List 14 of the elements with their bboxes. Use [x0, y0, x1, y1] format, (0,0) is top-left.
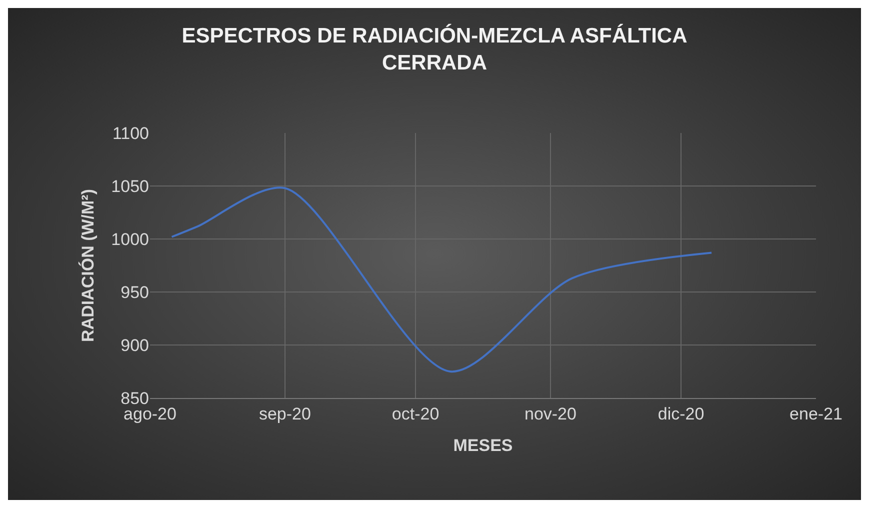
y-tick-label: 1000 — [111, 230, 149, 249]
x-tick-label: nov-20 — [524, 404, 576, 424]
y-tick-label: 900 — [120, 336, 149, 355]
y-tick-label: 1050 — [111, 176, 149, 196]
y-tick-label: 950 — [120, 282, 149, 302]
x-tick-label: sep-20 — [258, 404, 311, 424]
line-series — [170, 186, 713, 372]
x-tick-label: oct-20 — [392, 404, 440, 424]
y-tick-label: 1100 — [112, 124, 149, 143]
x-tick-label: ene-21 — [790, 404, 842, 424]
chart-title: ESPECTROS DE RADIACIÓN-MEZCLA ASFÁLTICA CERRADA — [182, 23, 688, 75]
x-tick-label: dic-20 — [658, 404, 704, 424]
y-axis-title: RADIACIÓN (W/M²) — [78, 189, 98, 342]
x-axis-title: MESES — [453, 436, 513, 455]
